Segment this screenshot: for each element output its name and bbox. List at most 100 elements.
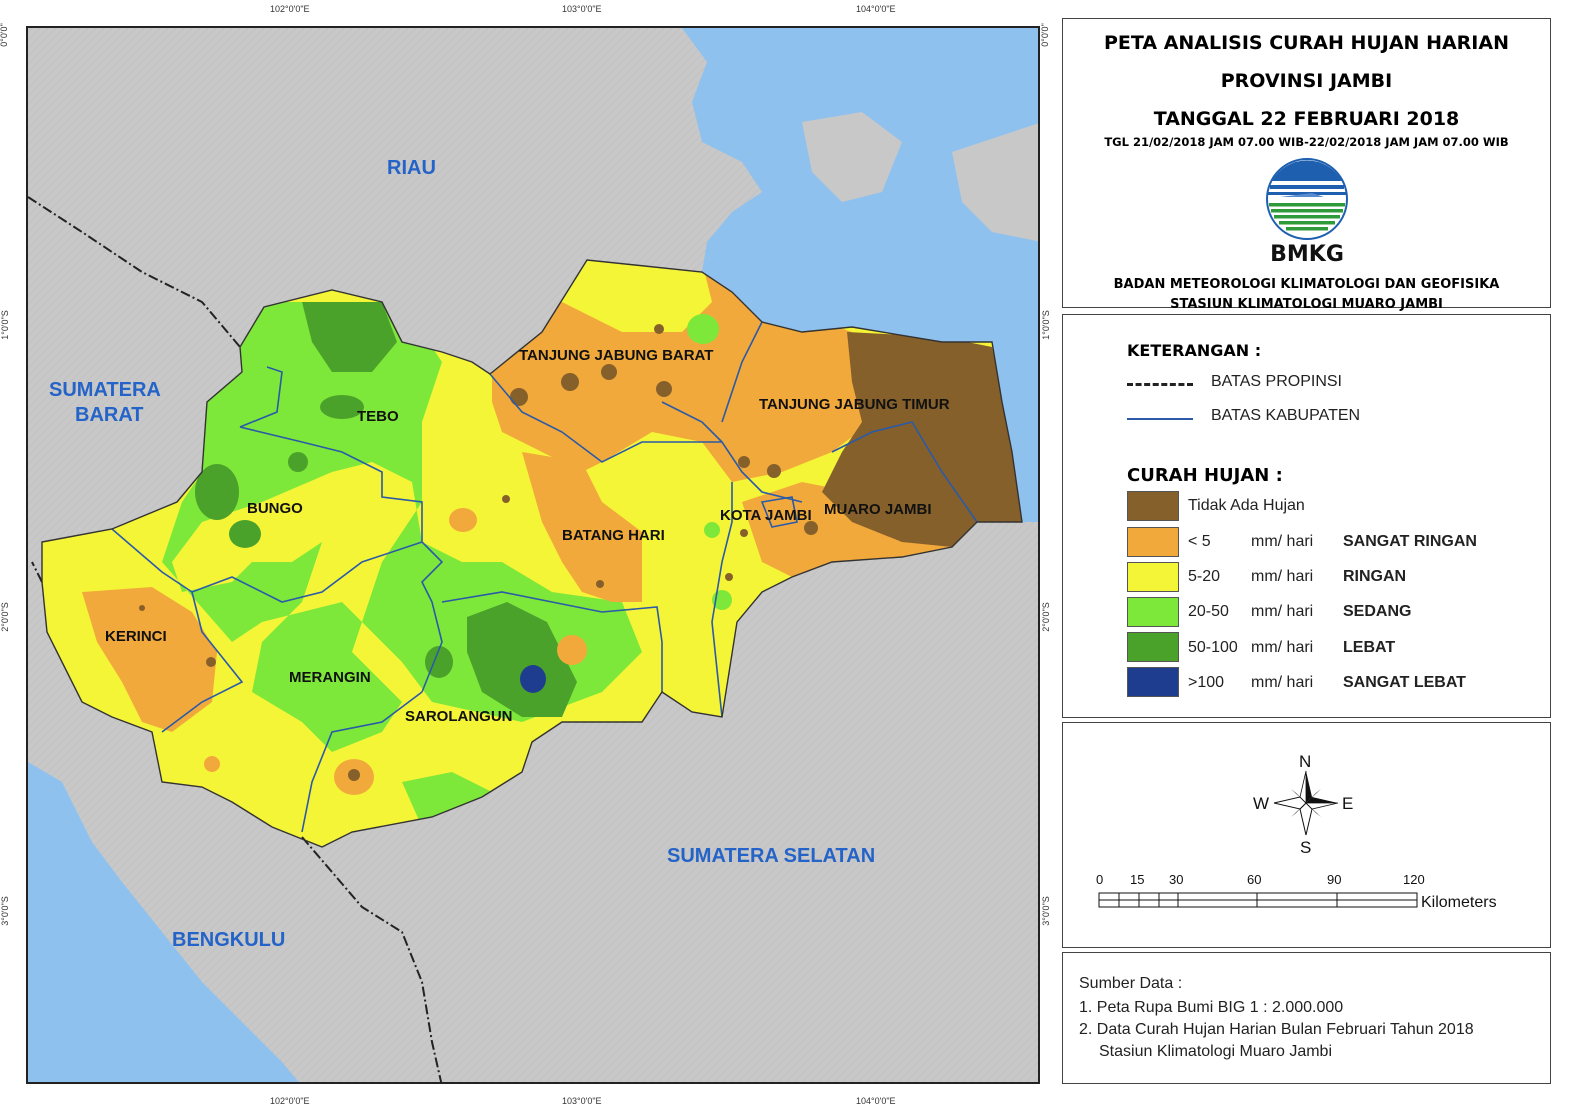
- scale-tick-90: 90: [1327, 872, 1341, 887]
- province-boundary-symbol: [1127, 383, 1193, 386]
- label-batang-hari: BATANG HARI: [562, 527, 665, 544]
- coord-top-104: 104°0'0"E: [856, 4, 896, 14]
- compass-e: E: [1342, 794, 1353, 813]
- label-bengkulu: BENGKULU: [172, 929, 285, 951]
- rain-header: CURAH HUJAN :: [1127, 465, 1283, 486]
- zone-heavy-sarolangun: [467, 602, 577, 717]
- zone-very-heavy: [520, 665, 546, 693]
- legend-header: KETERANGAN :: [1127, 341, 1262, 360]
- district-labels: TEBO BUNGO KERINCI MERANGIN SAROLANGUN B…: [105, 347, 950, 725]
- coord-top-102: 102°0'0"E: [270, 4, 310, 14]
- scale-bar: [1098, 892, 1418, 908]
- zone-moderate-spot-3: [704, 522, 720, 538]
- district-boundaries: [111, 321, 978, 833]
- coord-right-2: 2°0'0"S: [1040, 602, 1051, 632]
- logo-text: BMKG: [1270, 242, 1344, 267]
- compass-panel: N S E W 0 15 30 60 90 120 Kilometers: [1062, 722, 1551, 948]
- swatch-very-heavy: [1127, 667, 1179, 697]
- map-frame[interactable]: RIAU SUMATERA BARAT SUMATERA SELATAN BEN…: [26, 26, 1040, 1084]
- neighbor-labels: RIAU SUMATERA BARAT SUMATERA SELATAN BEN…: [49, 157, 875, 951]
- label-tebo: TEBO: [357, 408, 399, 425]
- class-name-1: SANGAT RINGAN: [1343, 533, 1477, 550]
- class-name-2: RINGAN: [1343, 568, 1407, 585]
- province-boundaries: [28, 196, 443, 1082]
- source-item-2: 2. Data Curah Hujan Harian Bulan Februar…: [1079, 1021, 1474, 1038]
- zone-moderate-spot-1: [687, 314, 719, 344]
- label-sarolangun: SAROLANGUN: [405, 708, 513, 725]
- compass-w: W: [1253, 794, 1269, 813]
- coord-bottom-102: 102°0'0"E: [270, 1096, 310, 1106]
- label-bungo: BUNGO: [247, 500, 303, 517]
- zone-heavy-2: [195, 464, 239, 520]
- class-range-4: 50-100: [1188, 639, 1238, 656]
- swatch-no-rain: [1127, 491, 1179, 521]
- class-unit-3: mm/ hari: [1251, 603, 1314, 620]
- compass-s: S: [1300, 838, 1311, 857]
- org-name-2: STASIUN KLIMATOLOGI MUARO JAMBI: [1170, 297, 1443, 312]
- class-unit-2: mm/ hari: [1251, 568, 1314, 585]
- label-kerinci: KERINCI: [105, 628, 167, 645]
- class-range-0: Tidak Ada Hujan: [1188, 497, 1305, 514]
- scale-tick-120: 120: [1403, 872, 1425, 887]
- class-range-5: >100: [1188, 674, 1225, 691]
- coord-right-0: 0°0'0": [1039, 23, 1050, 47]
- island-east: [952, 123, 1038, 242]
- zone-heavy-1: [320, 395, 364, 419]
- bmkg-logo: BMKG: [1252, 157, 1362, 267]
- class-name-5: SANGAT LEBAT: [1343, 674, 1466, 691]
- zone-heavy-3: [229, 520, 261, 548]
- zone-very-light-spot-3: [557, 635, 587, 665]
- scale-tick-60: 60: [1247, 872, 1261, 887]
- zone-very-light-batanghari: [522, 452, 642, 602]
- coord-top-103: 103°0'0"E: [562, 4, 602, 14]
- label-kota-jambi: KOTA JAMBI: [720, 507, 812, 524]
- label-riau: RIAU: [387, 157, 436, 179]
- coord-right-1: 1°0'0"S: [1040, 310, 1051, 340]
- swatch-heavy: [1127, 632, 1179, 662]
- island: [802, 112, 902, 202]
- label-tanjab-barat: TANJUNG JABUNG BARAT: [519, 347, 713, 364]
- compass-n: N: [1299, 752, 1311, 771]
- class-range-3: 20-50: [1188, 603, 1229, 620]
- province-boundary-label: BATAS PROPINSI: [1211, 373, 1342, 390]
- map-title-1: PETA ANALISIS CURAH HUJAN HARIAN: [1103, 32, 1509, 54]
- coord-right-3: 3°0'0"S: [1040, 896, 1051, 926]
- label-merangin: MERANGIN: [289, 669, 371, 686]
- map-title-3: TANGGAL 22 FEBRUARI 2018: [1153, 108, 1460, 130]
- compass-letters: N S E W: [1253, 752, 1353, 857]
- class-name-3: SEDANG: [1343, 603, 1412, 620]
- coord-left-2: 2°0'0"S: [0, 602, 10, 632]
- no-rain-dots: [139, 324, 818, 781]
- scale-unit: Kilometers: [1421, 894, 1497, 911]
- coord-bottom-103: 103°0'0"E: [562, 1096, 602, 1106]
- scale-ticks: 0 15 30 60 90 120: [1096, 872, 1425, 887]
- class-range-1: < 5: [1188, 533, 1211, 550]
- label-sumbar-1: SUMATERA: [49, 379, 161, 401]
- north-arrow-icon: [1273, 770, 1339, 836]
- zone-very-light-spot-4: [204, 756, 220, 772]
- swatch-very-light: [1127, 527, 1179, 557]
- label-tanjab-timur: TANJUNG JABUNG TIMUR: [759, 396, 950, 413]
- map-period: TGL 21/02/2018 JAM 07.00 WIB-22/02/2018 …: [1104, 135, 1509, 149]
- coord-bottom-104: 104°0'0"E: [856, 1096, 896, 1106]
- coord-left-3: 3°0'0"S: [0, 896, 10, 926]
- district-boundary-label: BATAS KABUPATEN: [1211, 407, 1361, 424]
- source-item-1: 1. Peta Rupa Bumi BIG 1 : 2.000.000: [1079, 999, 1344, 1016]
- zone-very-light-spot-2: [449, 508, 477, 532]
- swatch-light: [1127, 562, 1179, 592]
- label-sumbar-2: BARAT: [75, 404, 144, 426]
- zone-very-light-kerinci: [82, 587, 217, 732]
- coord-left-0: 0°0'0": [0, 23, 9, 47]
- sea-west: [28, 762, 299, 1082]
- scale-tick-15: 15: [1130, 872, 1144, 887]
- label-muaro-jambi: MUARO JAMBI: [824, 501, 932, 518]
- district-boundary-symbol: [1127, 418, 1193, 420]
- zone-heavy-4: [425, 646, 453, 678]
- scale-tick-30: 30: [1169, 872, 1183, 887]
- zone-heavy-5: [288, 452, 308, 472]
- sea-east: [682, 28, 1038, 522]
- compass-scale-graphic: N S E W 0 15 30 60 90 120 Kilometers: [1096, 752, 1497, 911]
- source-header: Sumber Data :: [1079, 975, 1183, 992]
- zone-very-light-east: [742, 482, 982, 577]
- label-sumsel: SUMATERA SELATAN: [667, 845, 875, 867]
